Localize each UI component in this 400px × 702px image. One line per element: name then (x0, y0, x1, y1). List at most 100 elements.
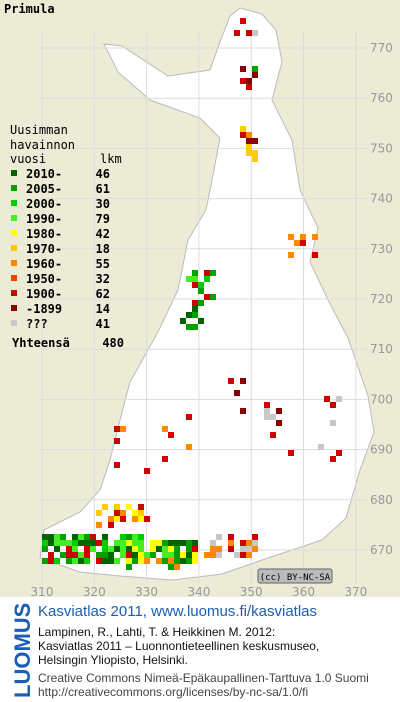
obs-square (66, 540, 72, 546)
obs-square (150, 552, 156, 558)
legend-count: 62 (96, 287, 110, 301)
obs-square (114, 426, 120, 432)
obs-square (330, 402, 336, 408)
obs-square (228, 540, 234, 546)
citation: Lampinen, R., Lahti, T. & Heikkinen M. 2… (38, 625, 275, 639)
obs-square (132, 552, 138, 558)
obs-square (234, 390, 240, 396)
obs-square (192, 306, 198, 312)
obs-square (246, 30, 252, 36)
obs-square (66, 546, 72, 552)
obs-square (192, 270, 198, 276)
legend-swatch (11, 275, 17, 281)
legend-count: 61 (96, 182, 110, 196)
x-label: 320 (83, 585, 106, 599)
obs-square (48, 540, 54, 546)
obs-square (48, 534, 54, 540)
obs-square (168, 552, 174, 558)
obs-square (78, 558, 84, 564)
obs-square (336, 396, 342, 402)
obs-square (312, 234, 318, 240)
legend-count: 79 (96, 212, 110, 226)
obs-square (216, 546, 222, 552)
legend-count: 18 (96, 242, 110, 256)
obs-square (246, 78, 252, 84)
brand: LUOMUS (10, 603, 35, 698)
legend-label: 2005- (26, 182, 62, 196)
site-link[interactable]: Kasviatlas 2011, www.luomus.fi/kasviatla… (38, 603, 317, 620)
obs-square (138, 540, 144, 546)
obs-square (204, 552, 210, 558)
obs-square (114, 546, 120, 552)
obs-square (252, 72, 258, 78)
y-label: 670 (370, 543, 393, 557)
obs-square (108, 522, 114, 528)
obs-square (246, 150, 252, 156)
obs-square (318, 444, 324, 450)
obs-square (192, 552, 198, 558)
obs-square (84, 558, 90, 564)
obs-square (114, 510, 120, 516)
obs-square (138, 510, 144, 516)
obs-square (162, 546, 168, 552)
grid: 770 760 750 740 730 720 710 700 690 680 670 310 320 3… (31, 30, 393, 599)
obs-square (60, 534, 66, 540)
legend-total-label: Yhteensä (12, 336, 70, 350)
footer-bg (0, 597, 400, 702)
obs-square (216, 552, 222, 558)
obs-square (198, 282, 204, 288)
legend-count: 30 (96, 197, 110, 211)
obs-square (78, 540, 84, 546)
legend-swatch (11, 245, 17, 251)
obs-square (114, 558, 120, 564)
obs-square (84, 534, 90, 540)
x-label: 340 (187, 585, 210, 599)
observation-squares (42, 18, 342, 570)
obs-square (108, 552, 114, 558)
license-link[interactable]: http://creativecommons.org/licenses/by-n… (38, 685, 308, 699)
obs-square (174, 558, 180, 564)
legend-total: 480 (102, 336, 124, 350)
obs-square (192, 276, 198, 282)
obs-square (54, 546, 60, 552)
x-label: 370 (344, 585, 367, 599)
obs-square (114, 516, 120, 522)
obs-square (138, 558, 144, 564)
obs-square (132, 516, 138, 522)
obs-square (114, 438, 120, 444)
y-label: 760 (370, 91, 393, 105)
obs-square (120, 552, 126, 558)
obs-square (192, 558, 198, 564)
obs-square (144, 516, 150, 522)
badge-box (257, 568, 333, 584)
obs-square (126, 546, 132, 552)
citation: Kasviatlas 2011 – Luonnontieteellinen ke… (38, 639, 319, 653)
legend-swatch (11, 305, 17, 311)
obs-square (240, 78, 246, 84)
obs-square (42, 540, 48, 546)
obs-square (162, 558, 168, 564)
obs-square (204, 276, 210, 282)
obs-square (120, 540, 126, 546)
obs-square (162, 540, 168, 546)
obs-square (72, 540, 78, 546)
obs-square (240, 540, 246, 546)
obs-square (276, 408, 282, 414)
legend-label: 1900- (26, 287, 62, 301)
legend-label: -1899 (26, 302, 62, 316)
obs-square (156, 558, 162, 564)
obs-square (102, 540, 108, 546)
obs-square (102, 558, 108, 564)
obs-square (132, 546, 138, 552)
obs-square (96, 552, 102, 558)
obs-square (72, 534, 78, 540)
obs-square (186, 414, 192, 420)
obs-square (186, 540, 192, 546)
obs-square (252, 138, 258, 144)
obs-square (144, 558, 150, 564)
obs-square (300, 234, 306, 240)
y-label: 720 (370, 292, 393, 306)
obs-square (126, 558, 132, 564)
obs-square (186, 312, 192, 318)
obs-square (90, 546, 96, 552)
